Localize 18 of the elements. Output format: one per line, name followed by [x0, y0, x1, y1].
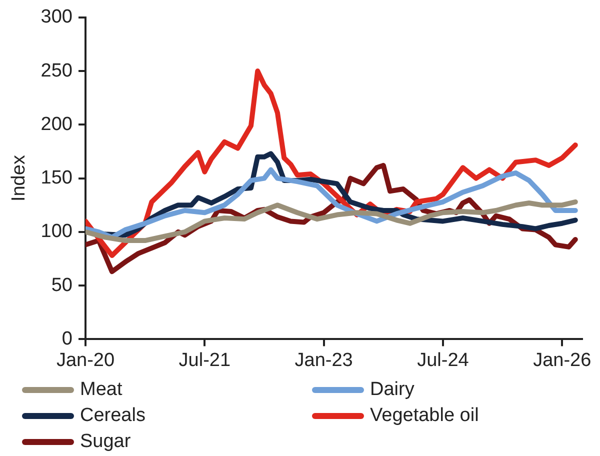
y-tick-label: 150: [40, 168, 72, 189]
x-tick-label: Jan-26: [533, 350, 592, 371]
y-tick-label: 100: [40, 221, 72, 242]
legend-label: Sugar: [80, 431, 131, 453]
x-tick-label: Jan-23: [294, 350, 353, 371]
y-tick-label: 300: [40, 6, 72, 28]
legend-label: Vegetable oil: [370, 405, 479, 427]
y-tick-label: 50: [51, 274, 72, 296]
x-tick-label: Jul-21: [178, 350, 231, 371]
y-tick-label: 200: [40, 114, 72, 135]
y-axis-title: Index: [8, 154, 30, 202]
legend-label: Dairy: [370, 379, 414, 401]
legend-label: Cereals: [80, 405, 146, 427]
legend-label: Meat: [80, 379, 122, 401]
x-tick-label: Jan-20: [56, 350, 115, 371]
x-tick-label: Jul-24: [417, 350, 470, 371]
y-tick-label: 0: [62, 328, 72, 350]
y-tick-label: 250: [40, 60, 72, 82]
